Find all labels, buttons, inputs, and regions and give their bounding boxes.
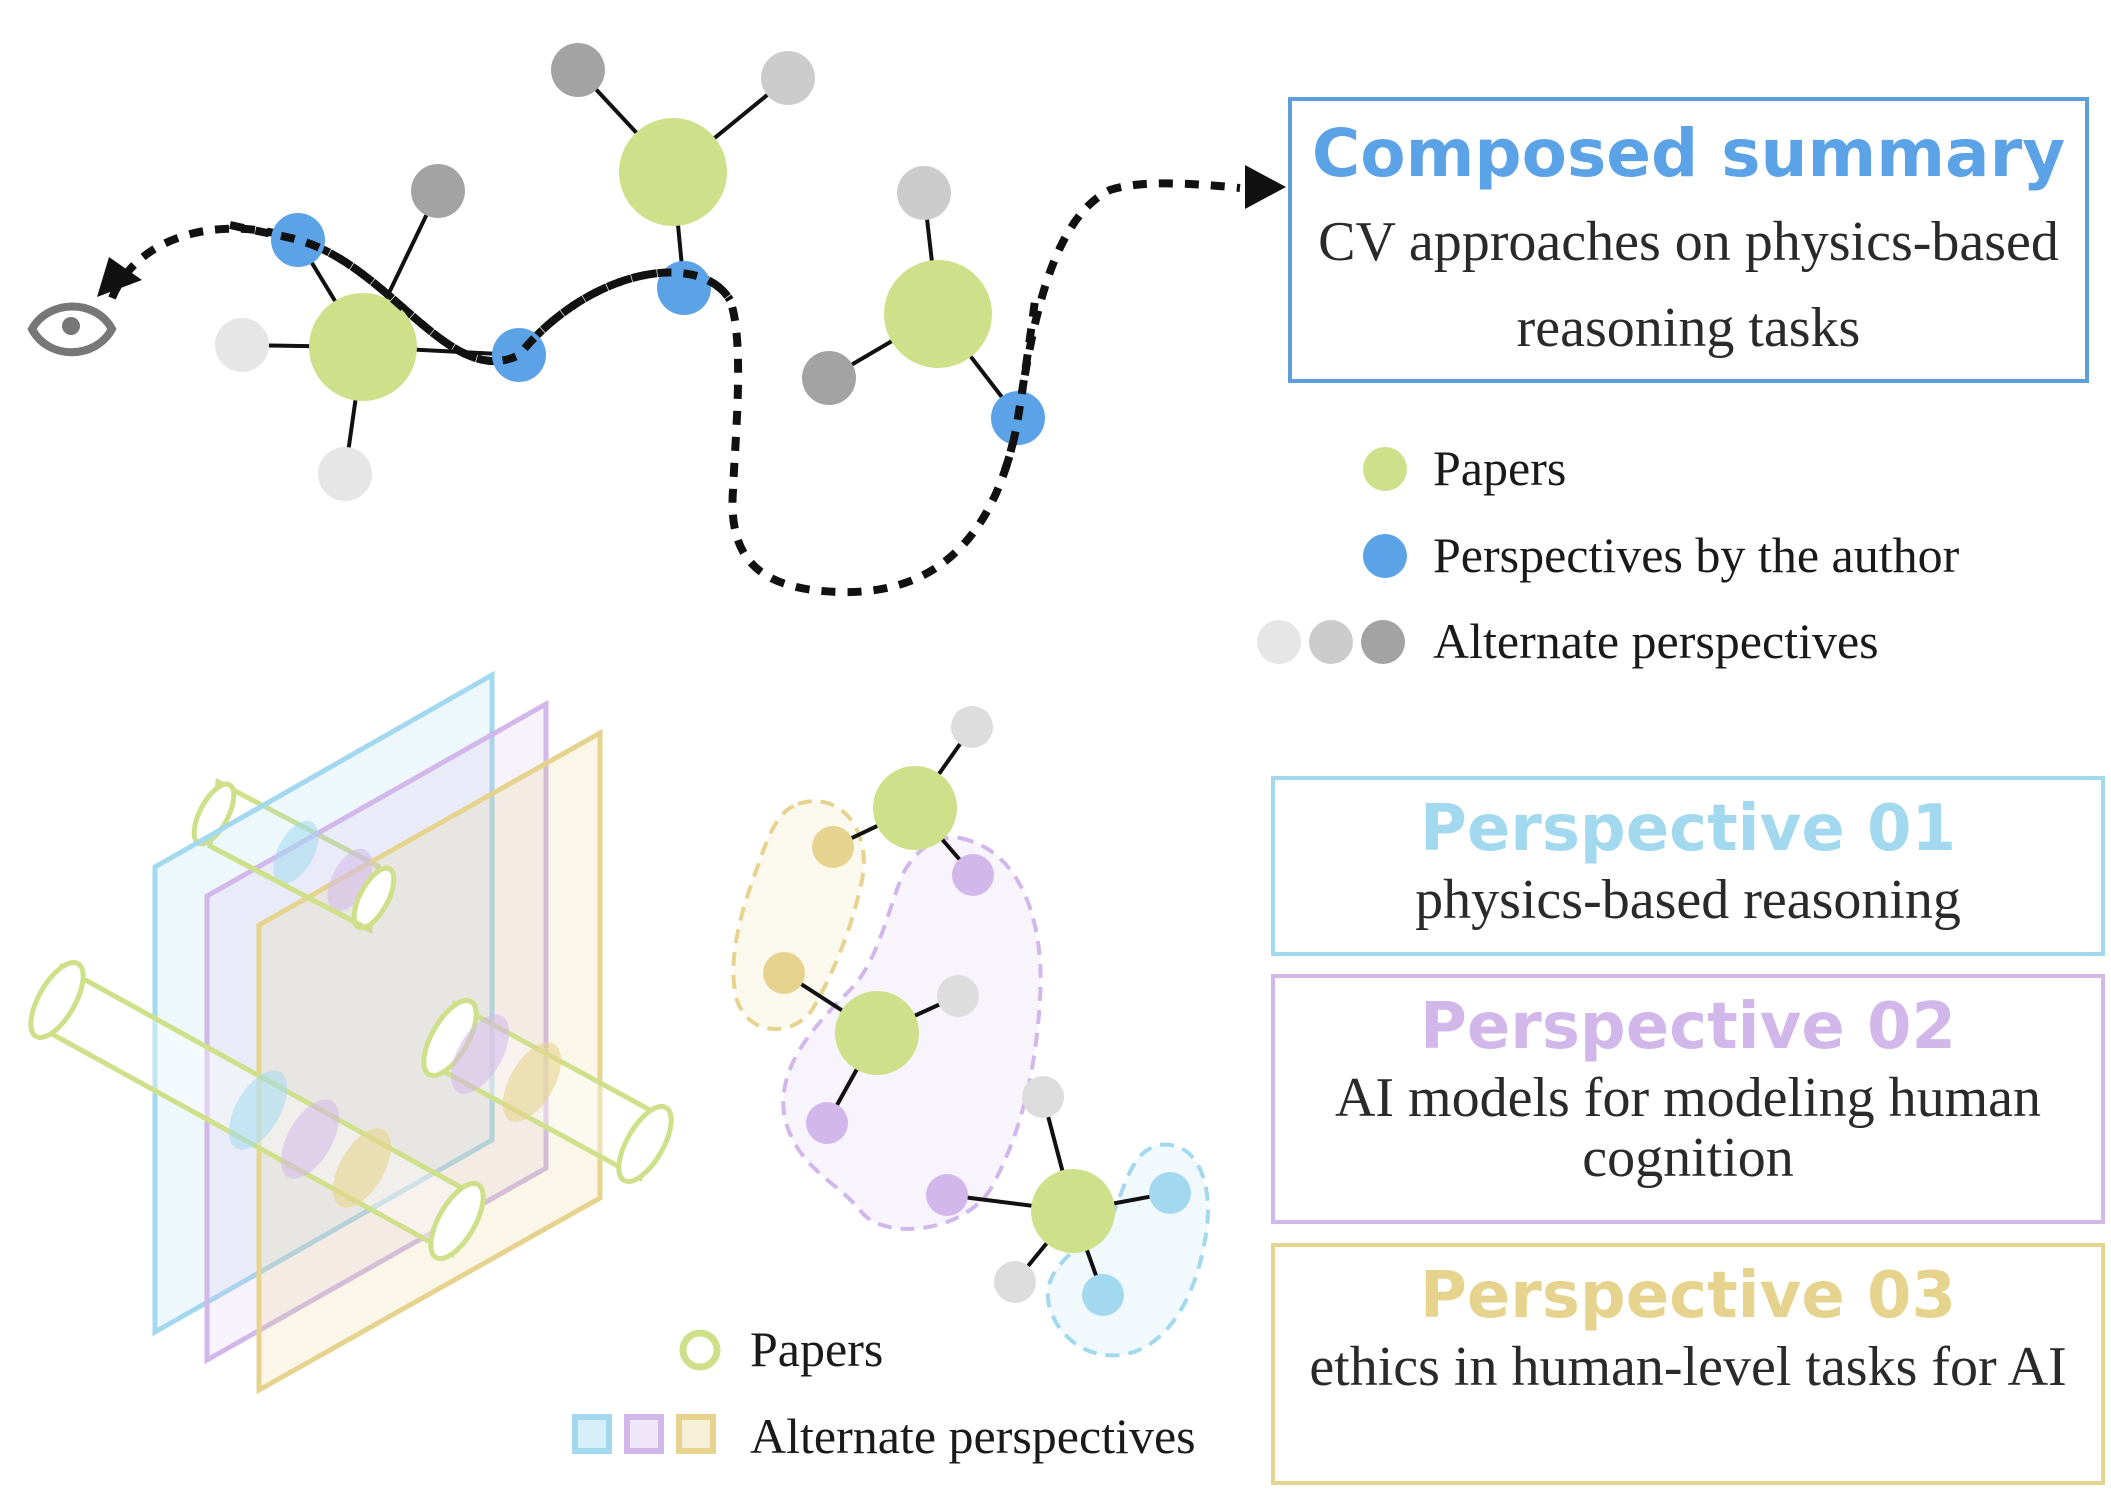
perspective-02-title: Perspective 02 xyxy=(1419,990,1957,1064)
cylinder-end xyxy=(28,960,86,1040)
paper-node xyxy=(835,991,919,1075)
perspective-03-node xyxy=(812,826,854,868)
cylinder-slice xyxy=(228,1070,288,1150)
cylinder-edge xyxy=(208,843,372,933)
cylinder-slice xyxy=(273,820,319,884)
perspective-02-node xyxy=(952,854,994,896)
reading-path-overlay xyxy=(229,221,734,366)
cylinder-end xyxy=(428,1181,486,1261)
composed-summary-title: Composed summary xyxy=(1311,115,2066,192)
composed-summary-body: CV approaches on physics-based reasoning… xyxy=(1318,211,2059,359)
legend-bottom: Papers Alternate perspectives xyxy=(572,1321,1196,1464)
alt-perspective-node xyxy=(951,706,993,748)
author-perspective-node xyxy=(492,328,546,382)
legend-alt-swatch-light xyxy=(1257,620,1301,664)
perspective-02-node xyxy=(926,1174,968,1216)
perspective-01-title: Perspective 01 xyxy=(1419,792,1957,866)
cylinder-end xyxy=(616,1104,674,1184)
alt-perspective-node xyxy=(994,1261,1036,1303)
alt-perspective-node xyxy=(215,318,269,372)
legend-alt-label: Alternate perspectives xyxy=(1433,613,1879,669)
legend-top: Papers Perspectives by the author Altern… xyxy=(1257,440,1960,669)
composed-summary-box: Composed summary CV approaches on physic… xyxy=(1288,97,2089,383)
alt-perspective-node xyxy=(937,975,979,1017)
perspective-03-body: ethics in human-level tasks for AI xyxy=(1309,1336,2067,1398)
alt-perspective-node xyxy=(761,51,815,105)
alt-perspective-node xyxy=(318,447,372,501)
legend-paper-ring xyxy=(679,1329,721,1371)
legend-paper-swatch xyxy=(1363,447,1407,491)
legend-alt-swatch-dark xyxy=(1361,620,1405,664)
alt-perspective-node xyxy=(897,166,951,220)
legend-swatch-perspective-01 xyxy=(572,1414,612,1454)
paper-node xyxy=(884,260,992,368)
legend-swatch-perspective-02 xyxy=(624,1414,664,1454)
alt-perspective-node xyxy=(1022,1076,1064,1118)
legend-author-label: Perspectives by the author xyxy=(1433,527,1960,583)
perspective-01-node xyxy=(1082,1274,1124,1316)
legend-author-swatch xyxy=(1363,534,1407,578)
paper-node xyxy=(1031,1169,1115,1253)
paper-node xyxy=(309,293,417,401)
perspective-01-box: Perspective 01 physics-based reasoning xyxy=(1271,776,2105,956)
top-graph xyxy=(27,43,1286,597)
legend-alt-swatch-mid xyxy=(1309,620,1353,664)
alt-perspective-node xyxy=(802,351,856,405)
legend-papers-label: Papers xyxy=(1433,440,1566,496)
reading-path xyxy=(108,179,1241,597)
cylinder-slice xyxy=(332,1128,392,1208)
alt-perspective-node xyxy=(551,43,605,97)
clustered-graph xyxy=(731,706,1210,1358)
perspective-03-node xyxy=(763,952,805,994)
perspective-02-box: Perspective 02 AI models for modeling hu… xyxy=(1271,974,2105,1224)
perspective-planes-illustration xyxy=(28,670,674,1395)
paper-node xyxy=(619,118,727,226)
legend-bottom-alt-label: Alternate perspectives xyxy=(750,1408,1196,1464)
perspective-02-node xyxy=(806,1102,848,1144)
path-start-arrowhead xyxy=(97,257,142,297)
perspective-02-body: AI models for modeling human cognition xyxy=(1334,1067,2042,1189)
author-perspective-node xyxy=(271,213,325,267)
alt-perspective-node xyxy=(411,164,465,218)
perspective-03-title: Perspective 03 xyxy=(1419,1259,1957,1333)
perspective-01-node xyxy=(1149,1172,1191,1214)
perspective-01-body: physics-based reasoning xyxy=(1415,869,1961,931)
cylinder-end xyxy=(351,865,397,931)
path-end-arrowhead xyxy=(1245,165,1286,209)
cylinder-slice xyxy=(502,1042,562,1122)
cylinder-slice xyxy=(280,1099,340,1179)
perspective-03-box: Perspective 03 ethics in human-level tas… xyxy=(1271,1243,2105,1485)
reading-path-overlay xyxy=(1001,299,1039,472)
cylinder-slice xyxy=(450,1014,510,1094)
legend-bottom-papers-label: Papers xyxy=(750,1321,883,1377)
eye-icon xyxy=(27,302,117,357)
legend-swatch-perspective-03 xyxy=(676,1414,716,1454)
paper-node xyxy=(873,766,957,850)
